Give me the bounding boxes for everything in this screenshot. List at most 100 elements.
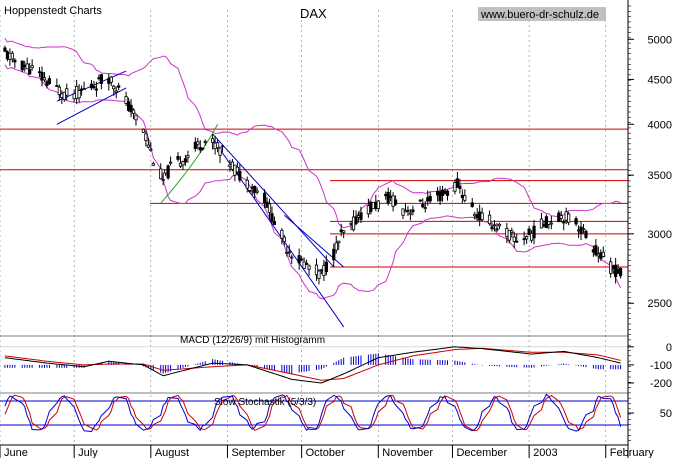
candle-body [374, 201, 378, 209]
candle-body [166, 165, 170, 179]
candle [124, 91, 128, 107]
candle [94, 81, 99, 97]
candle-body [40, 71, 44, 81]
candle-body [65, 88, 69, 96]
candle [300, 256, 304, 261]
candle [62, 91, 66, 102]
candle [8, 48, 12, 66]
bollinger-upper [4, 37, 621, 229]
candle [75, 79, 79, 105]
candle-body [220, 145, 225, 148]
candle-body [77, 90, 81, 99]
candle-body [389, 195, 393, 198]
candle [618, 267, 623, 279]
candle-body [525, 236, 529, 240]
candle [369, 200, 373, 215]
candle-body [322, 265, 326, 276]
candle [5, 50, 10, 62]
candle-body [492, 224, 497, 227]
candle [164, 169, 168, 176]
candle [272, 216, 277, 225]
month-tick-label: August [155, 447, 189, 458]
candle-body [349, 222, 353, 225]
candle-body [131, 109, 136, 114]
price-tick-label: 3500 [648, 170, 672, 182]
candle-body [161, 179, 165, 181]
candle [37, 67, 42, 78]
candle-body [366, 205, 370, 215]
candle-body [164, 169, 168, 174]
candle-body [112, 85, 116, 90]
candle [337, 240, 341, 250]
candle [183, 154, 188, 166]
candle [567, 211, 571, 226]
candle [181, 160, 185, 170]
candle [539, 212, 544, 229]
candle [3, 45, 7, 53]
candle-body [28, 69, 32, 75]
candle [220, 145, 225, 152]
candle-body [151, 163, 155, 166]
candle-body [186, 155, 190, 158]
candle [359, 206, 363, 224]
candle [28, 62, 32, 75]
candle-body [75, 85, 79, 99]
candle [129, 99, 133, 118]
candle-body [285, 252, 289, 254]
stochastic-panel [0, 393, 628, 433]
candle [512, 231, 516, 249]
candle-body [297, 255, 301, 264]
candle-body [369, 201, 373, 213]
candle-body [107, 78, 111, 84]
candle-body [176, 155, 180, 160]
candle-body [117, 85, 121, 88]
candle-body [418, 199, 422, 202]
candle [92, 80, 96, 90]
candle-body [57, 86, 61, 95]
candle-body [196, 141, 200, 145]
candle-body [238, 171, 242, 181]
website-label: www.buero-dr-schulz.de [480, 9, 599, 21]
candle-body [198, 147, 202, 151]
candle-body [10, 52, 14, 60]
month-tick-label: February [610, 447, 655, 458]
month-tick-label: June [4, 447, 28, 458]
candle-body [126, 101, 131, 111]
candle-body [591, 249, 595, 253]
candle [72, 89, 76, 103]
candle [490, 222, 494, 232]
candle [89, 80, 94, 91]
candle [421, 198, 425, 209]
candle-body [594, 245, 598, 256]
candle-body [609, 261, 613, 274]
candle-body [270, 213, 274, 222]
candle [532, 220, 536, 245]
candle-body [92, 85, 96, 89]
candle [492, 219, 497, 232]
candle [445, 189, 450, 201]
candle [549, 215, 553, 230]
candle [391, 192, 395, 212]
candle [146, 138, 150, 149]
candle [594, 239, 598, 257]
candle [213, 135, 217, 155]
website-badge [478, 7, 606, 21]
candle [428, 191, 432, 204]
candle [218, 146, 222, 163]
candle-body [411, 209, 415, 213]
candle-body [562, 221, 566, 224]
candle-body [144, 133, 148, 141]
candle [201, 147, 205, 151]
candle-body [549, 222, 553, 225]
candle [25, 57, 29, 70]
candle [510, 227, 514, 238]
candle [478, 204, 482, 227]
candle [144, 130, 148, 147]
bollinger-bands-layer [4, 37, 622, 300]
candle-body [37, 71, 42, 74]
candle [55, 78, 59, 87]
candle [515, 233, 519, 243]
price-tick-label: 4500 [648, 74, 672, 86]
candle-body [529, 232, 534, 241]
